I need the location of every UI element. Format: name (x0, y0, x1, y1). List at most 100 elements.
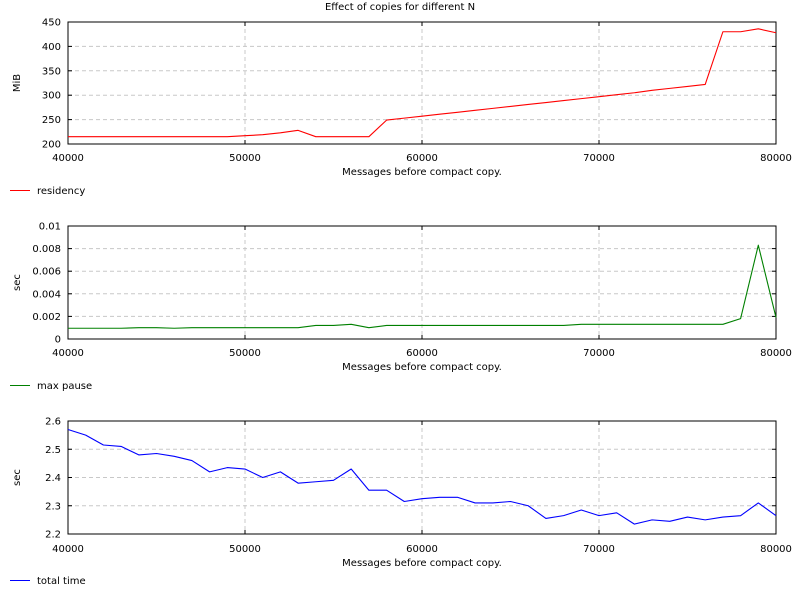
data-point (404, 501, 405, 502)
data-point (634, 324, 635, 325)
data-point (209, 327, 210, 328)
series-line-total-time (67, 428, 777, 525)
data-point (227, 327, 228, 328)
y-tick-label: 0.006 (32, 267, 61, 278)
y-axis-label: sec (12, 469, 23, 486)
x-tick-label: 60000 (406, 544, 438, 555)
y-tick-label: 300 (42, 91, 61, 102)
data-point (386, 325, 387, 326)
series-line-max-pause (68, 244, 777, 329)
data-point (669, 324, 670, 325)
data-point (67, 429, 68, 430)
y-tick-label: 2.5 (45, 445, 61, 456)
data-point (598, 515, 599, 516)
data-point (315, 481, 316, 482)
data-point (280, 132, 281, 133)
data-point (545, 325, 546, 326)
data-point (581, 98, 582, 99)
data-point (262, 477, 263, 478)
data-point (775, 515, 776, 516)
data-point (740, 515, 741, 516)
data-point (138, 454, 139, 455)
data-point (581, 324, 582, 325)
x-tick-label: 70000 (583, 544, 615, 555)
x-tick-label: 40000 (52, 544, 84, 555)
data-point (156, 327, 157, 328)
data-point (634, 92, 635, 93)
data-point (209, 471, 210, 472)
y-tick-label: 0.01 (39, 222, 61, 233)
data-point (457, 325, 458, 326)
data-point (67, 328, 68, 329)
data-point (598, 324, 599, 325)
data-point (492, 325, 493, 326)
data-point (191, 327, 192, 328)
chart-panel: 40000 50000 60000 70000 80000 2.2 2.3 2.4 2.5 2.6… (10, 417, 792, 587)
data-point (705, 324, 706, 325)
data-point (439, 114, 440, 115)
y-tick-label: 2.6 (45, 417, 61, 428)
data-point (563, 100, 564, 101)
data-point (368, 490, 369, 491)
data-point (421, 116, 422, 117)
legend-label: max pause (37, 381, 92, 392)
data-point (510, 106, 511, 107)
data-point (280, 471, 281, 472)
y-tick-label: 0.002 (32, 312, 61, 323)
data-point (758, 502, 759, 503)
y-tick-label: 2.2 (45, 530, 61, 541)
data-point (368, 136, 369, 137)
chart-panel: 40000 50000 60000 70000 80000 200 250 300 350 400… (10, 18, 792, 197)
data-point (404, 118, 405, 119)
y-tick-label: 0 (55, 335, 61, 346)
data-point (280, 327, 281, 328)
data-point (545, 518, 546, 519)
x-tick-label: 60000 (406, 348, 438, 359)
chart-panel: 40000 50000 60000 70000 80000 0 0.002 0.004 0.00… (10, 222, 792, 392)
data-point (85, 328, 86, 329)
data-point (103, 444, 104, 445)
x-tick-label: 70000 (583, 153, 615, 164)
data-point (351, 324, 352, 325)
data-point (758, 28, 759, 29)
chart-panels: 40000 50000 60000 70000 80000 200 250 300 350 400… (10, 18, 792, 587)
data-point (669, 88, 670, 89)
data-point (174, 456, 175, 457)
data-point (616, 512, 617, 513)
data-point (138, 136, 139, 137)
data-point (67, 136, 68, 137)
data-point (616, 94, 617, 95)
data-point (475, 502, 476, 503)
data-point (227, 136, 228, 137)
data-point (298, 483, 299, 484)
data-point (545, 102, 546, 103)
data-point (421, 325, 422, 326)
data-point (510, 501, 511, 502)
data-point (528, 104, 529, 105)
data-point (634, 524, 635, 525)
data-point (103, 328, 104, 329)
data-point (758, 245, 759, 246)
chart-title: Effect of copies for different N (325, 2, 475, 13)
data-point (705, 84, 706, 85)
data-point (492, 108, 493, 109)
data-point (740, 318, 741, 319)
data-point (121, 136, 122, 137)
data-point (652, 90, 653, 91)
data-point (722, 516, 723, 517)
data-point (705, 519, 706, 520)
x-tick-label: 80000 (760, 544, 792, 555)
data-point (191, 136, 192, 137)
data-point (528, 505, 529, 506)
data-point (439, 497, 440, 498)
data-point (174, 136, 175, 137)
y-tick-label: 200 (42, 140, 61, 151)
x-tick-label: 80000 (760, 348, 792, 359)
x-tick-label: 50000 (229, 544, 261, 555)
data-point (492, 502, 493, 503)
data-point (457, 112, 458, 113)
data-point (262, 327, 263, 328)
data-point (775, 317, 776, 318)
data-point (669, 521, 670, 522)
